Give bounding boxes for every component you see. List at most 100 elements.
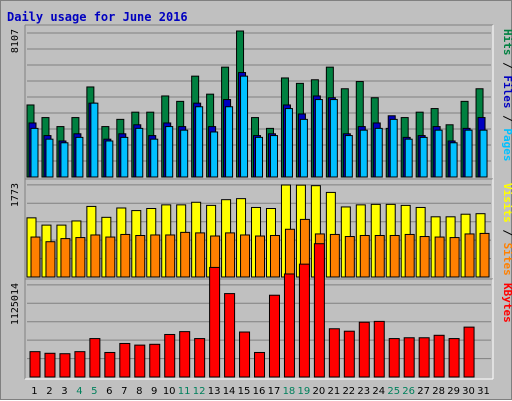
top_panel-bar-pages-26 <box>404 138 413 178</box>
top_panel-bar-pages-15 <box>240 75 249 178</box>
legend-visits: Visits <box>501 183 512 223</box>
legend-files: Files <box>501 75 512 108</box>
bottom_panel-bar-kbytes-1 <box>29 351 41 378</box>
bottom_panel-bar-kbytes-8 <box>134 344 146 378</box>
bottom_panel-bar-kbytes-26 <box>403 337 415 378</box>
middle_panel-bar-sites-27 <box>419 236 430 278</box>
middle_panel-bar-sites-28 <box>434 236 445 278</box>
day-label-27: 27 <box>417 386 430 397</box>
day-label-4: 4 <box>76 386 82 397</box>
day-label-26: 26 <box>402 386 415 397</box>
day-label-14: 14 <box>223 386 236 397</box>
day-label-31: 31 <box>477 386 490 397</box>
bottom_panel-bar-kbytes-3 <box>59 353 71 378</box>
day-label-18: 18 <box>283 386 296 397</box>
middle_panel-bar-sites-8 <box>135 234 146 278</box>
bottom_panel-bar-kbytes-9 <box>149 343 161 378</box>
top_panel-bar-pages-18 <box>284 108 293 178</box>
day-label-6: 6 <box>106 386 112 397</box>
bottom_panel-bar-kbytes-16 <box>254 351 266 378</box>
top_panel-max-label: 8107 <box>10 29 21 53</box>
day-label-24: 24 <box>372 386 385 397</box>
legend-hits: Hits <box>501 29 512 56</box>
day-label-15: 15 <box>238 386 251 397</box>
day-label-3: 3 <box>61 386 67 397</box>
middle_panel-bar-sites-1 <box>30 236 41 278</box>
bottom_panel-bar-kbytes-13 <box>209 266 221 378</box>
top_panel-bar-pages-5 <box>90 102 99 178</box>
bottom_panel-bar-kbytes-5 <box>89 338 101 378</box>
bottom_panel-bar-kbytes-6 <box>104 351 116 378</box>
middle_panel-bar-sites-16 <box>255 235 266 278</box>
bottom_panel-bar-kbytes-15 <box>239 331 251 378</box>
top_panel-bar-pages-27 <box>419 136 428 178</box>
middle_panel-bar-sites-12 <box>195 232 206 278</box>
bottom_panel-bar-kbytes-28 <box>433 334 445 378</box>
bottom_panel-bar-kbytes-19 <box>298 263 310 378</box>
day-label-29: 29 <box>447 386 460 397</box>
middle_panel-bar-sites-9 <box>150 234 161 278</box>
top_panel-bar-pages-7 <box>120 136 129 178</box>
top_panel-bar-pages-6 <box>105 140 114 178</box>
top_panel-bar-pages-3 <box>60 142 69 178</box>
top_panel-bar-pages-20 <box>314 99 323 178</box>
middle_panel-bar-sites-7 <box>120 233 131 278</box>
top_panel-bar-pages-19 <box>299 118 308 178</box>
day-label-13: 13 <box>208 386 221 397</box>
bottom_panel-bar-kbytes-25 <box>388 338 400 378</box>
day-label-1: 1 <box>31 386 37 397</box>
top_panel-bar-pages-25 <box>389 118 398 178</box>
top_panel-bar-pages-14 <box>225 106 234 178</box>
day-label-28: 28 <box>432 386 445 397</box>
middle_panel-bar-sites-6 <box>105 236 116 278</box>
legend-pages: Pages <box>501 128 512 161</box>
middle_panel-bar-sites-30 <box>464 233 475 278</box>
middle_panel-side-legend: Visits / Sites <box>501 183 512 276</box>
top_panel-bar-pages-13 <box>210 131 219 178</box>
bottom_panel-bar-kbytes-14 <box>224 293 236 378</box>
day-label-12: 12 <box>193 386 206 397</box>
top_panel-bar-pages-28 <box>434 129 443 178</box>
bottom_panel-side-legend: KBytes <box>501 283 512 323</box>
middle_panel-bar-sites-24 <box>374 234 385 278</box>
top_panel-bar-pages-24 <box>374 127 383 178</box>
bottom_panel-bar-kbytes-23 <box>358 321 370 378</box>
middle_panel-bar-sites-17 <box>269 234 280 278</box>
middle_panel-bar-sites-21 <box>329 233 340 278</box>
day-label-20: 20 <box>313 386 326 397</box>
day-label-30: 30 <box>462 386 475 397</box>
bottom_panel-bar-kbytes-24 <box>373 320 385 378</box>
middle_panel-bar-sites-3 <box>60 238 71 278</box>
bottom_panel-max-label: 1125014 <box>10 283 21 325</box>
middle_panel-bar-sites-4 <box>75 237 86 278</box>
day-label-2: 2 <box>46 386 52 397</box>
bottom_panel-bar-kbytes-10 <box>164 333 176 378</box>
middle_panel-bar-sites-14 <box>225 232 236 278</box>
day-label-7: 7 <box>121 386 127 397</box>
day-label-9: 9 <box>151 386 157 397</box>
legend-sites: Sites <box>501 243 512 276</box>
middle_panel-bar-sites-23 <box>359 234 370 278</box>
bottom_panel-bar-kbytes-2 <box>44 352 56 378</box>
bottom_panel-bar-kbytes-22 <box>343 330 355 378</box>
top_panel-bar-pages-16 <box>255 136 264 178</box>
bottom_panel-bar-kbytes-11 <box>179 331 191 378</box>
day-label-5: 5 <box>91 386 97 397</box>
bottom_panel-bar-kbytes-30 <box>463 326 475 378</box>
middle_panel-bar-sites-26 <box>404 233 415 278</box>
bottom_panel-bar-kbytes-29 <box>448 338 460 378</box>
top_panel-bar-pages-29 <box>449 142 458 178</box>
middle_panel-max-label: 1773 <box>10 183 21 207</box>
bottom_panel-bar-kbytes-27 <box>418 337 430 378</box>
day-label-23: 23 <box>357 386 370 397</box>
bottom_panel-bar-kbytes-21 <box>328 328 340 378</box>
bottom_panel-bar-kbytes-18 <box>283 273 295 378</box>
day-label-10: 10 <box>163 386 176 397</box>
day-label-22: 22 <box>342 386 355 397</box>
bottom_panel-bar-kbytes-4 <box>74 351 86 378</box>
middle_panel-bar-sites-18 <box>284 228 295 278</box>
day-label-21: 21 <box>327 386 340 397</box>
top_panel-bar-pages-23 <box>359 129 368 178</box>
